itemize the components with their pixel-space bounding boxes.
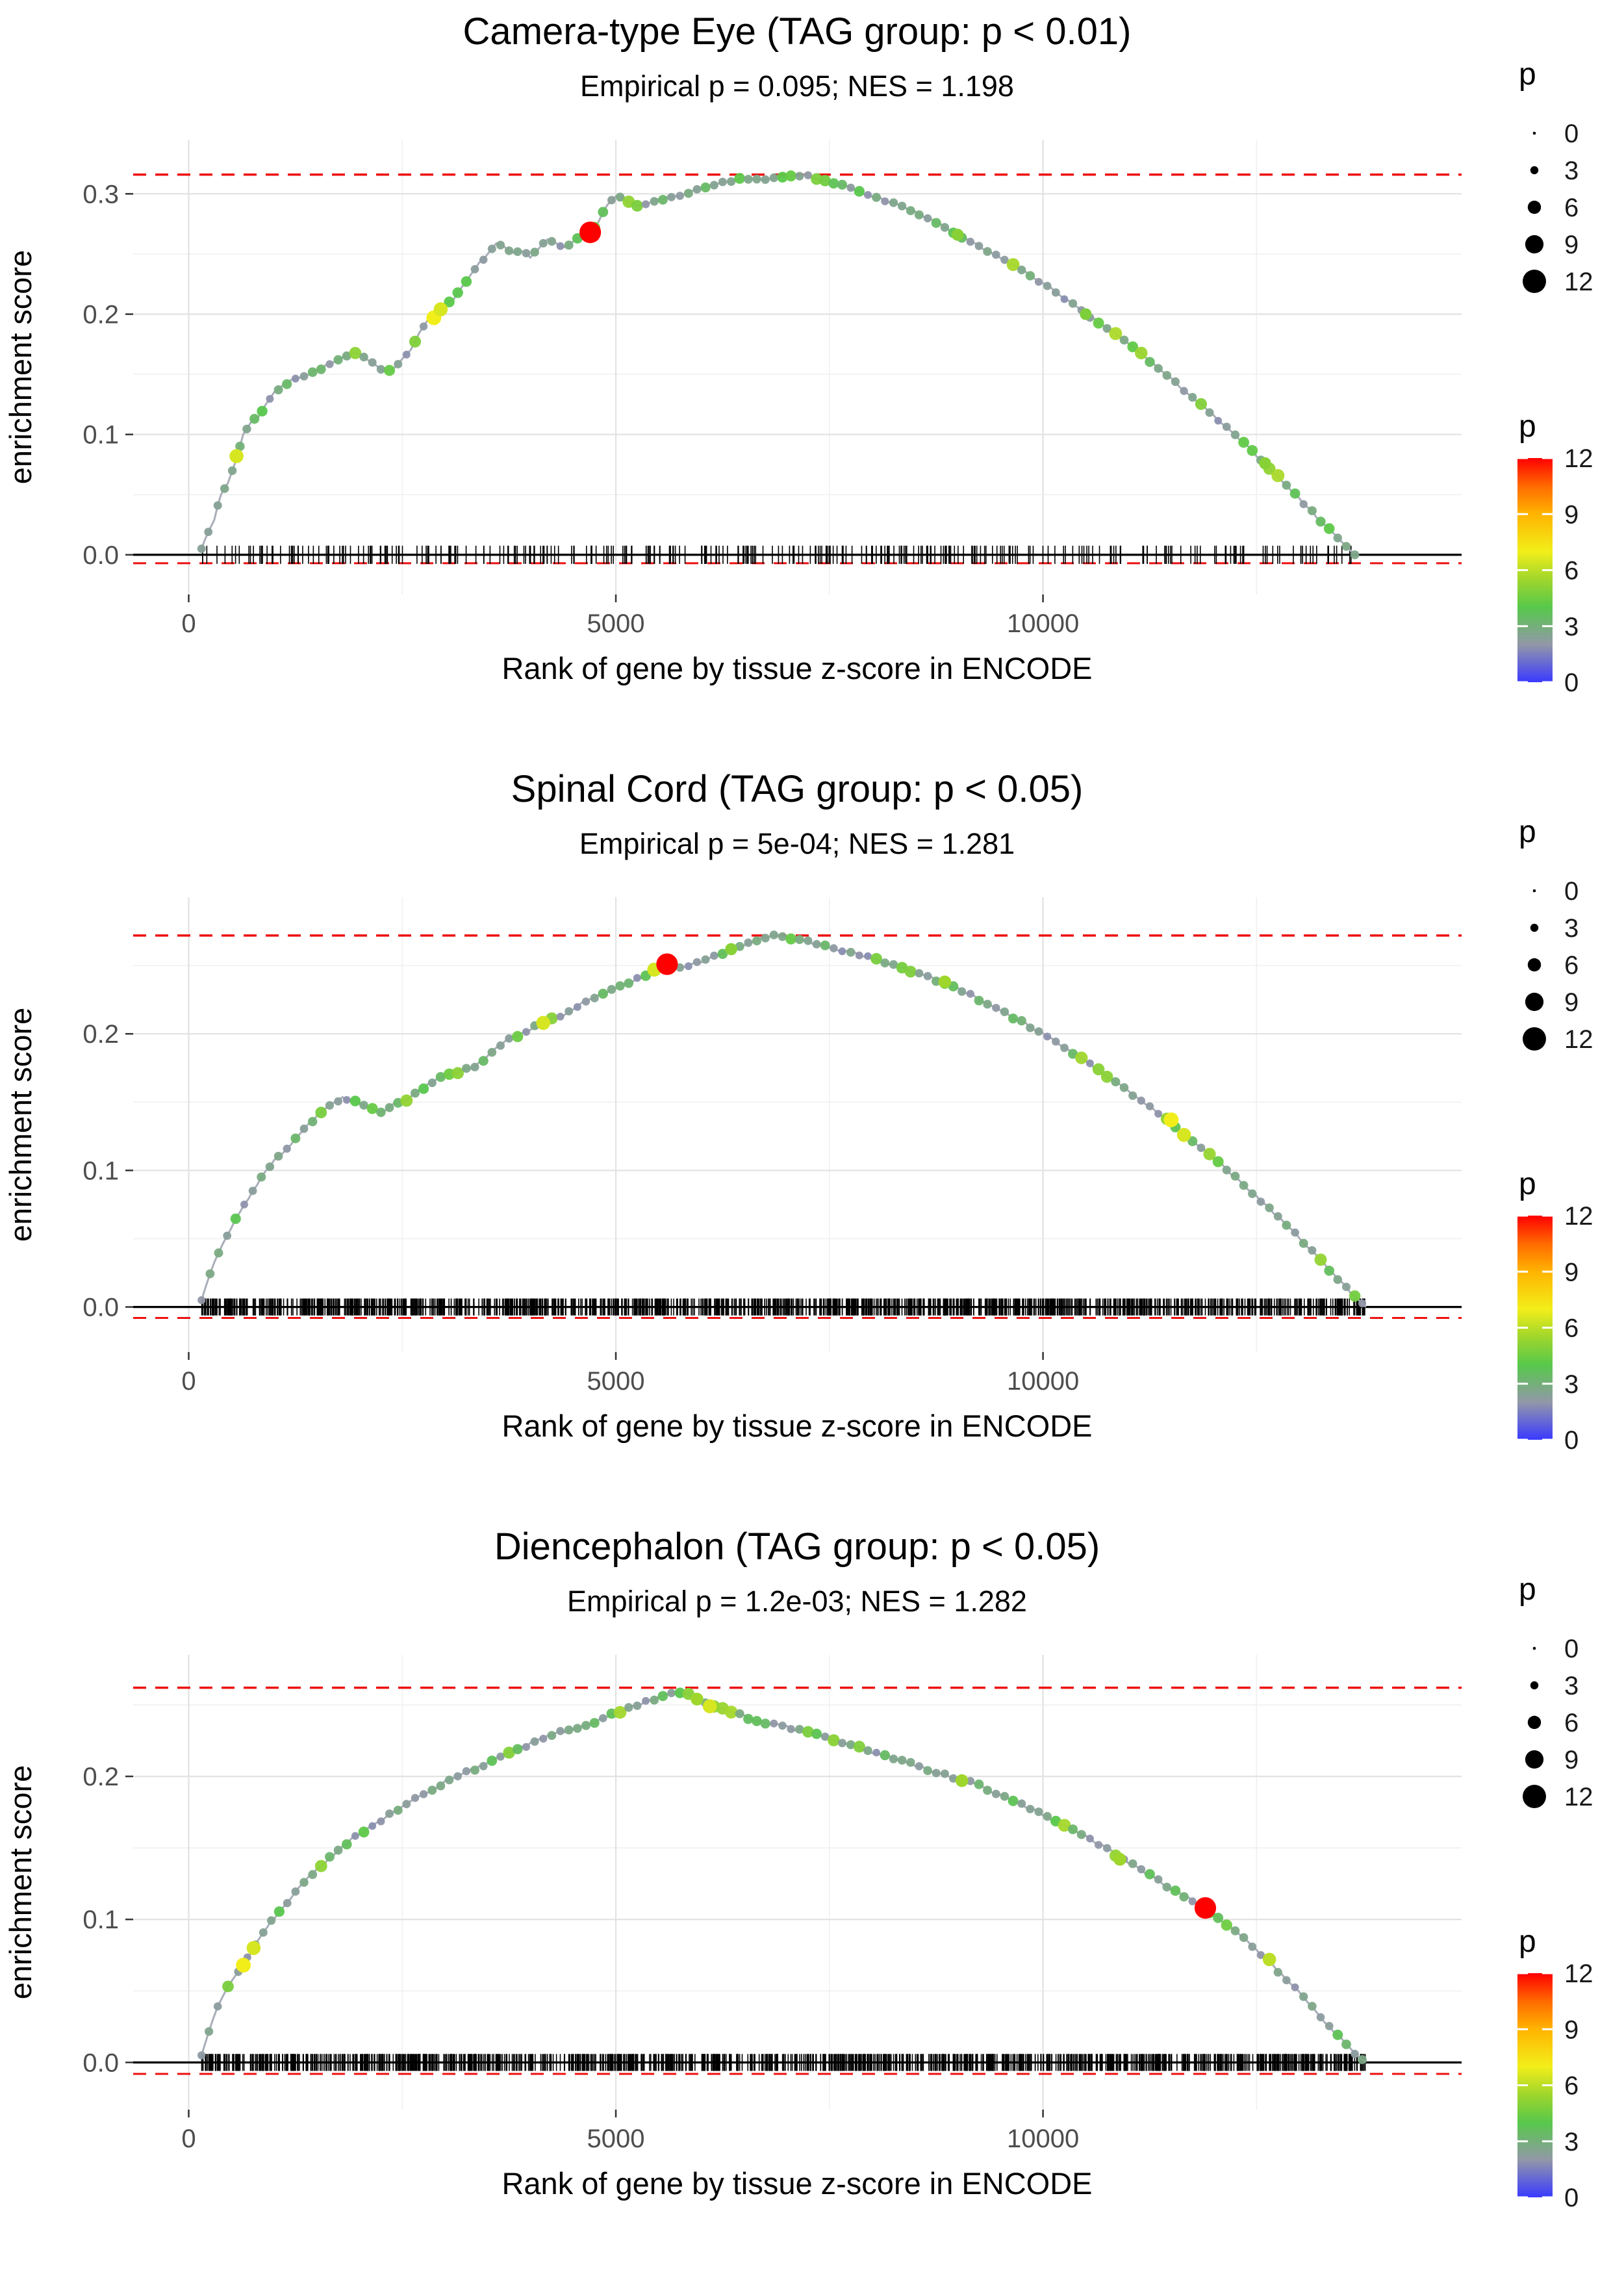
size-legend-value: 3 (1564, 157, 1579, 185)
size-legend-value: 12 (1564, 1025, 1593, 1054)
panel-spinal-cord: 0.0 0.1 0.2 0 5000 10000 0 3 6 9 12 12 9 6 3 0 Spinal C… (0, 758, 1624, 1515)
size-legend-value: 12 (1564, 268, 1593, 296)
color-legend-value: 6 (1564, 1314, 1579, 1343)
color-legend-value: 6 (1564, 557, 1579, 585)
color-legend-value: 3 (1564, 2128, 1579, 2156)
y-tick-label: 0.2 (82, 301, 119, 329)
size-legend-value: 6 (1564, 951, 1579, 980)
x-tick-label: 0 (181, 609, 196, 638)
color-legend-value: 0 (1564, 1426, 1579, 1455)
size-legend-value: 3 (1564, 914, 1579, 943)
plot-subtitle: Empirical p = 1.2e-03; NES = 1.282 (567, 1585, 1027, 1618)
x-axis-title: Rank of gene by tissue z-score in ENCODE (501, 651, 1092, 685)
y-axis-title: enrichment score (3, 1765, 38, 2000)
y-tick-label: 0.0 (82, 541, 119, 570)
x-tick-label: 10000 (1007, 2125, 1079, 2153)
curve-points (197, 1687, 1367, 2064)
plot-title: Camera-type Eye (TAG group: p < 0.01) (463, 10, 1132, 53)
x-tick-label: 10000 (1007, 1367, 1079, 1396)
curve-points (197, 170, 1360, 559)
y-tick-label: 0.1 (82, 1156, 119, 1185)
size-legend-value: 12 (1564, 1783, 1593, 1811)
color-legend-title: p (1519, 1924, 1536, 1959)
color-legend-value: 12 (1564, 444, 1593, 473)
curve-points (197, 930, 1367, 1308)
x-tick-label: 5000 (587, 1367, 645, 1396)
plot-title: Spinal Cord (TAG group: p < 0.05) (511, 768, 1084, 810)
size-legend-value: 3 (1564, 1672, 1579, 1700)
size-legend: 0 3 6 9 12 (1523, 877, 1593, 1054)
top-gene-point (579, 222, 602, 244)
plot-layer: 0.0 0.1 0.2 0 5000 10000 0 3 6 9 12 12 9 6 3 0 (82, 877, 1593, 1455)
panel-camera-type-eye: 0.0 0.1 0.2 0.3 0 5000 10000 0 3 6 9 12 12 9 6 3 0 Camer… (0, 0, 1624, 758)
x-tick-label: 0 (181, 2125, 196, 2153)
x-tick-label: 0 (181, 1367, 196, 1396)
size-legend-value: 0 (1564, 1635, 1579, 1663)
gene-rug (201, 1298, 1365, 1316)
color-legend-title: p (1519, 409, 1536, 444)
top-gene-point (656, 953, 678, 975)
gridlines (133, 897, 1462, 1352)
x-axis-title: Rank of gene by tissue z-score in ENCODE (501, 2166, 1092, 2201)
enrichment-plot-spinal-cord: 0.0 0.1 0.2 0 5000 10000 0 3 6 9 12 12 9 6 3 0 Spinal C… (3, 768, 1593, 1455)
plot-subtitle: Empirical p = 0.095; NES = 1.198 (580, 70, 1014, 103)
gridlines (133, 1655, 1462, 2110)
size-legend: 0 3 6 9 12 (1523, 1635, 1593, 1811)
x-tick-label: 5000 (587, 609, 645, 638)
y-axis-title: enrichment score (3, 250, 38, 485)
color-legend-value: 0 (1564, 2184, 1579, 2212)
axes: 0.0 0.1 0.2 0.3 0 5000 10000 (82, 180, 1079, 638)
panel-diencephalon: 0.0 0.1 0.2 0 5000 10000 0 3 6 9 12 12 9 6 3 0 Dienceph… (0, 1515, 1624, 2273)
y-tick-label: 0.2 (82, 1020, 119, 1049)
plot-subtitle: Empirical p = 5e-04; NES = 1.281 (579, 827, 1015, 860)
plot-title: Diencephalon (TAG group: p < 0.05) (494, 1526, 1100, 1568)
color-legend-value: 9 (1564, 1258, 1579, 1286)
y-tick-label: 0.3 (82, 180, 119, 209)
x-tick-label: 5000 (587, 2125, 645, 2153)
enrichment-plot-diencephalon: 0.0 0.1 0.2 0 5000 10000 0 3 6 9 12 12 9 6 3 0 Dienceph… (3, 1526, 1593, 2212)
size-legend-title: p (1519, 815, 1536, 849)
size-legend-title: p (1519, 57, 1536, 92)
y-tick-label: 0.0 (82, 1294, 119, 1322)
top-gene-point (1194, 1897, 1217, 1919)
color-legend: 12 9 6 3 0 (1517, 444, 1593, 697)
size-legend-value: 9 (1564, 1746, 1579, 1774)
size-legend-value: 9 (1564, 988, 1579, 1017)
color-legend: 12 9 6 3 0 (1517, 1202, 1593, 1455)
color-legend-value: 9 (1564, 500, 1579, 529)
plot-layer: 0.0 0.1 0.2 0.3 0 5000 10000 0 3 6 9 12 12 9 6 3 0 (82, 120, 1593, 697)
y-axis-title: enrichment score (3, 1008, 38, 1242)
size-legend: 0 3 6 9 12 (1523, 120, 1593, 296)
gene-rug (201, 2054, 1366, 2071)
axes: 0.0 0.1 0.2 0 5000 10000 (82, 1020, 1079, 1396)
enrichment-plot-camera-type-eye: 0.0 0.1 0.2 0.3 0 5000 10000 0 3 6 9 12 12 9 6 3 0 Camer… (3, 10, 1593, 697)
color-legend-value: 6 (1564, 2072, 1579, 2101)
size-legend-value: 9 (1564, 231, 1579, 259)
color-legend: 12 9 6 3 0 (1517, 1960, 1593, 2212)
x-axis-title: Rank of gene by tissue z-score in ENCODE (501, 1409, 1092, 1443)
color-legend-value: 0 (1564, 669, 1579, 697)
y-tick-label: 0.2 (82, 1763, 119, 1791)
gridlines (133, 140, 1462, 594)
x-tick-label: 10000 (1007, 609, 1079, 638)
color-legend-value: 12 (1564, 1202, 1593, 1231)
color-legend-title: p (1519, 1167, 1536, 1201)
color-legend-value: 12 (1564, 1960, 1593, 1988)
y-tick-label: 0.1 (82, 1906, 119, 1934)
axes: 0.0 0.1 0.2 0 5000 10000 (82, 1763, 1079, 2153)
gene-rug (202, 545, 1352, 564)
size-legend-value: 6 (1564, 194, 1579, 222)
color-legend-value: 3 (1564, 1370, 1579, 1399)
color-legend-value: 9 (1564, 2015, 1579, 2044)
size-legend-title: p (1519, 1572, 1536, 1607)
enrichment-curve (200, 1690, 1367, 2063)
size-legend-value: 0 (1564, 877, 1579, 906)
y-tick-label: 0.1 (82, 421, 119, 450)
enrichment-curve (200, 934, 1367, 1308)
plot-layer: 0.0 0.1 0.2 0 5000 10000 0 3 6 9 12 12 9 6 3 0 (82, 1635, 1593, 2212)
color-legend-value: 3 (1564, 613, 1579, 641)
y-tick-label: 0.0 (82, 2049, 119, 2077)
size-legend-value: 0 (1564, 120, 1579, 148)
size-legend-value: 6 (1564, 1709, 1579, 1737)
